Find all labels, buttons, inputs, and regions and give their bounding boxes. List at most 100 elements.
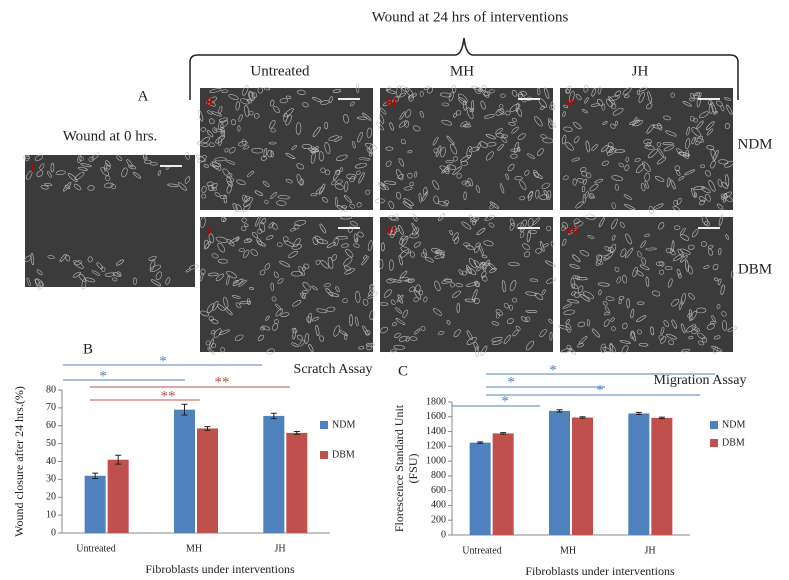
- cell: [457, 93, 468, 103]
- cell: [464, 298, 476, 303]
- cell: [499, 104, 504, 109]
- cell: [673, 225, 681, 230]
- cell: [696, 120, 704, 129]
- cell: [482, 90, 490, 98]
- cell: [333, 325, 341, 337]
- cell: [573, 136, 580, 144]
- cell: [364, 330, 371, 336]
- cell: [468, 257, 477, 269]
- cell: [267, 149, 273, 158]
- cell: [698, 199, 706, 206]
- cell: [647, 149, 658, 159]
- cell: [455, 283, 463, 288]
- cell: [598, 217, 605, 228]
- cell: [499, 183, 505, 194]
- cell: [694, 137, 705, 143]
- cell: [256, 238, 263, 246]
- cell: [426, 86, 433, 94]
- cell: [611, 175, 624, 181]
- cell: [460, 154, 472, 163]
- cell: [676, 268, 681, 276]
- cell: [717, 179, 723, 188]
- cell: [273, 271, 279, 278]
- cell: [424, 257, 434, 263]
- scale-bar: [160, 165, 182, 167]
- cell: [584, 97, 589, 104]
- bar: [572, 417, 593, 535]
- cell: [87, 256, 93, 263]
- cell: [632, 266, 638, 277]
- cell: [685, 259, 689, 272]
- cell: [390, 229, 396, 238]
- cell: [463, 124, 472, 128]
- cell: [546, 225, 552, 232]
- cell: [277, 195, 291, 200]
- cell: [301, 292, 306, 299]
- cell: [575, 94, 582, 101]
- cell: [219, 329, 230, 335]
- y-tick-label: 400: [431, 500, 446, 511]
- cell: [567, 299, 580, 304]
- cell: [685, 149, 690, 157]
- cell: [718, 159, 729, 165]
- cell: [249, 91, 255, 101]
- cell: [525, 316, 531, 323]
- cell: [222, 168, 231, 178]
- cell: [196, 154, 206, 163]
- cell: [203, 239, 210, 249]
- bar: [84, 475, 106, 533]
- cell: [259, 269, 266, 276]
- cell: [579, 294, 590, 302]
- cell: [679, 227, 686, 236]
- cell: [400, 139, 407, 145]
- legend-label: DBM: [332, 449, 355, 460]
- cell: [381, 242, 385, 252]
- cell: [369, 284, 375, 293]
- y-tick-label: 0: [51, 527, 56, 538]
- cell: [535, 189, 540, 199]
- cell: [389, 278, 402, 283]
- scale-bar: [698, 227, 720, 229]
- cell: [546, 190, 552, 201]
- cell: [307, 312, 313, 324]
- error-bar: [293, 430, 300, 435]
- cell: [421, 191, 428, 202]
- cell: [101, 266, 106, 272]
- legend-label: NDM: [332, 419, 355, 430]
- cell: [637, 301, 645, 305]
- significance-mark: **: [215, 374, 230, 390]
- cell: [484, 214, 495, 222]
- cell: [432, 136, 439, 146]
- cell: [239, 98, 250, 105]
- cell: [503, 303, 510, 309]
- error-bar: [204, 426, 211, 431]
- significance-mark: *: [507, 374, 515, 390]
- cell: [585, 140, 590, 153]
- cell: [446, 320, 451, 325]
- cell: [280, 312, 290, 317]
- error-bar: [477, 441, 484, 444]
- cell: [396, 85, 402, 98]
- cell: [565, 319, 570, 325]
- cell: [310, 151, 316, 164]
- cell: [291, 144, 297, 151]
- cell: [335, 286, 340, 293]
- cell: [585, 214, 597, 220]
- cell: [603, 252, 614, 261]
- cell: [395, 169, 404, 181]
- cell: [296, 334, 303, 341]
- cell: [558, 324, 570, 330]
- cell: [663, 115, 671, 121]
- cell: [62, 181, 72, 192]
- y-tick-label: 200: [431, 515, 446, 526]
- bar: [197, 428, 218, 533]
- cell: [40, 184, 49, 190]
- cell: [74, 171, 85, 181]
- cell: [646, 124, 655, 134]
- cell: [238, 140, 248, 147]
- cell: [517, 133, 526, 140]
- cell: [598, 289, 602, 296]
- cell: [321, 196, 329, 203]
- cell: [509, 222, 515, 231]
- cell: [724, 195, 733, 202]
